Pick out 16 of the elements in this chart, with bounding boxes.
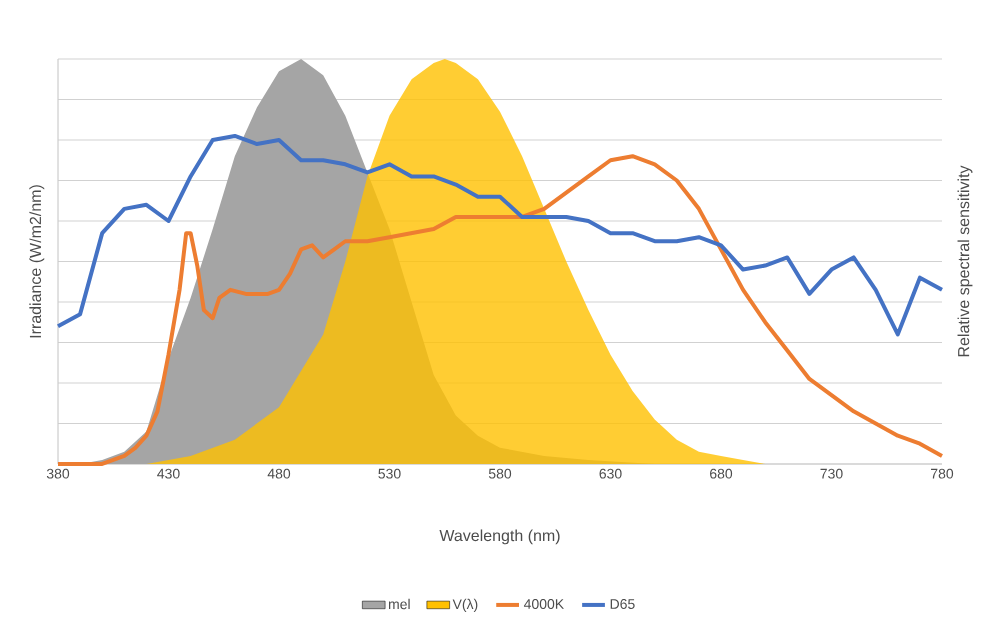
legend-label: D65: [610, 599, 635, 609]
y2-axis-title: Relative spectral sensitivity: [957, 165, 973, 357]
x-tick-label: 630: [599, 468, 622, 479]
x-axis-title: Wavelength (nm): [439, 529, 560, 545]
y-axis-title: Irradiance (W/m2/nm): [29, 185, 45, 338]
x-tick-label: 780: [931, 468, 954, 479]
legend-label: mel: [388, 598, 410, 610]
x-tick-label: 680: [710, 468, 733, 479]
x-tick-label: 380: [46, 468, 70, 479]
legend-label: V(λ): [452, 598, 478, 612]
x-tick-label: 730: [820, 468, 843, 479]
legend-label: 4000K: [523, 599, 564, 609]
x-tick-label: 430: [157, 468, 180, 479]
x-tick-label: 530: [378, 468, 401, 479]
x-tick-label: 480: [267, 468, 291, 479]
x-tick-label: 580: [488, 468, 512, 479]
